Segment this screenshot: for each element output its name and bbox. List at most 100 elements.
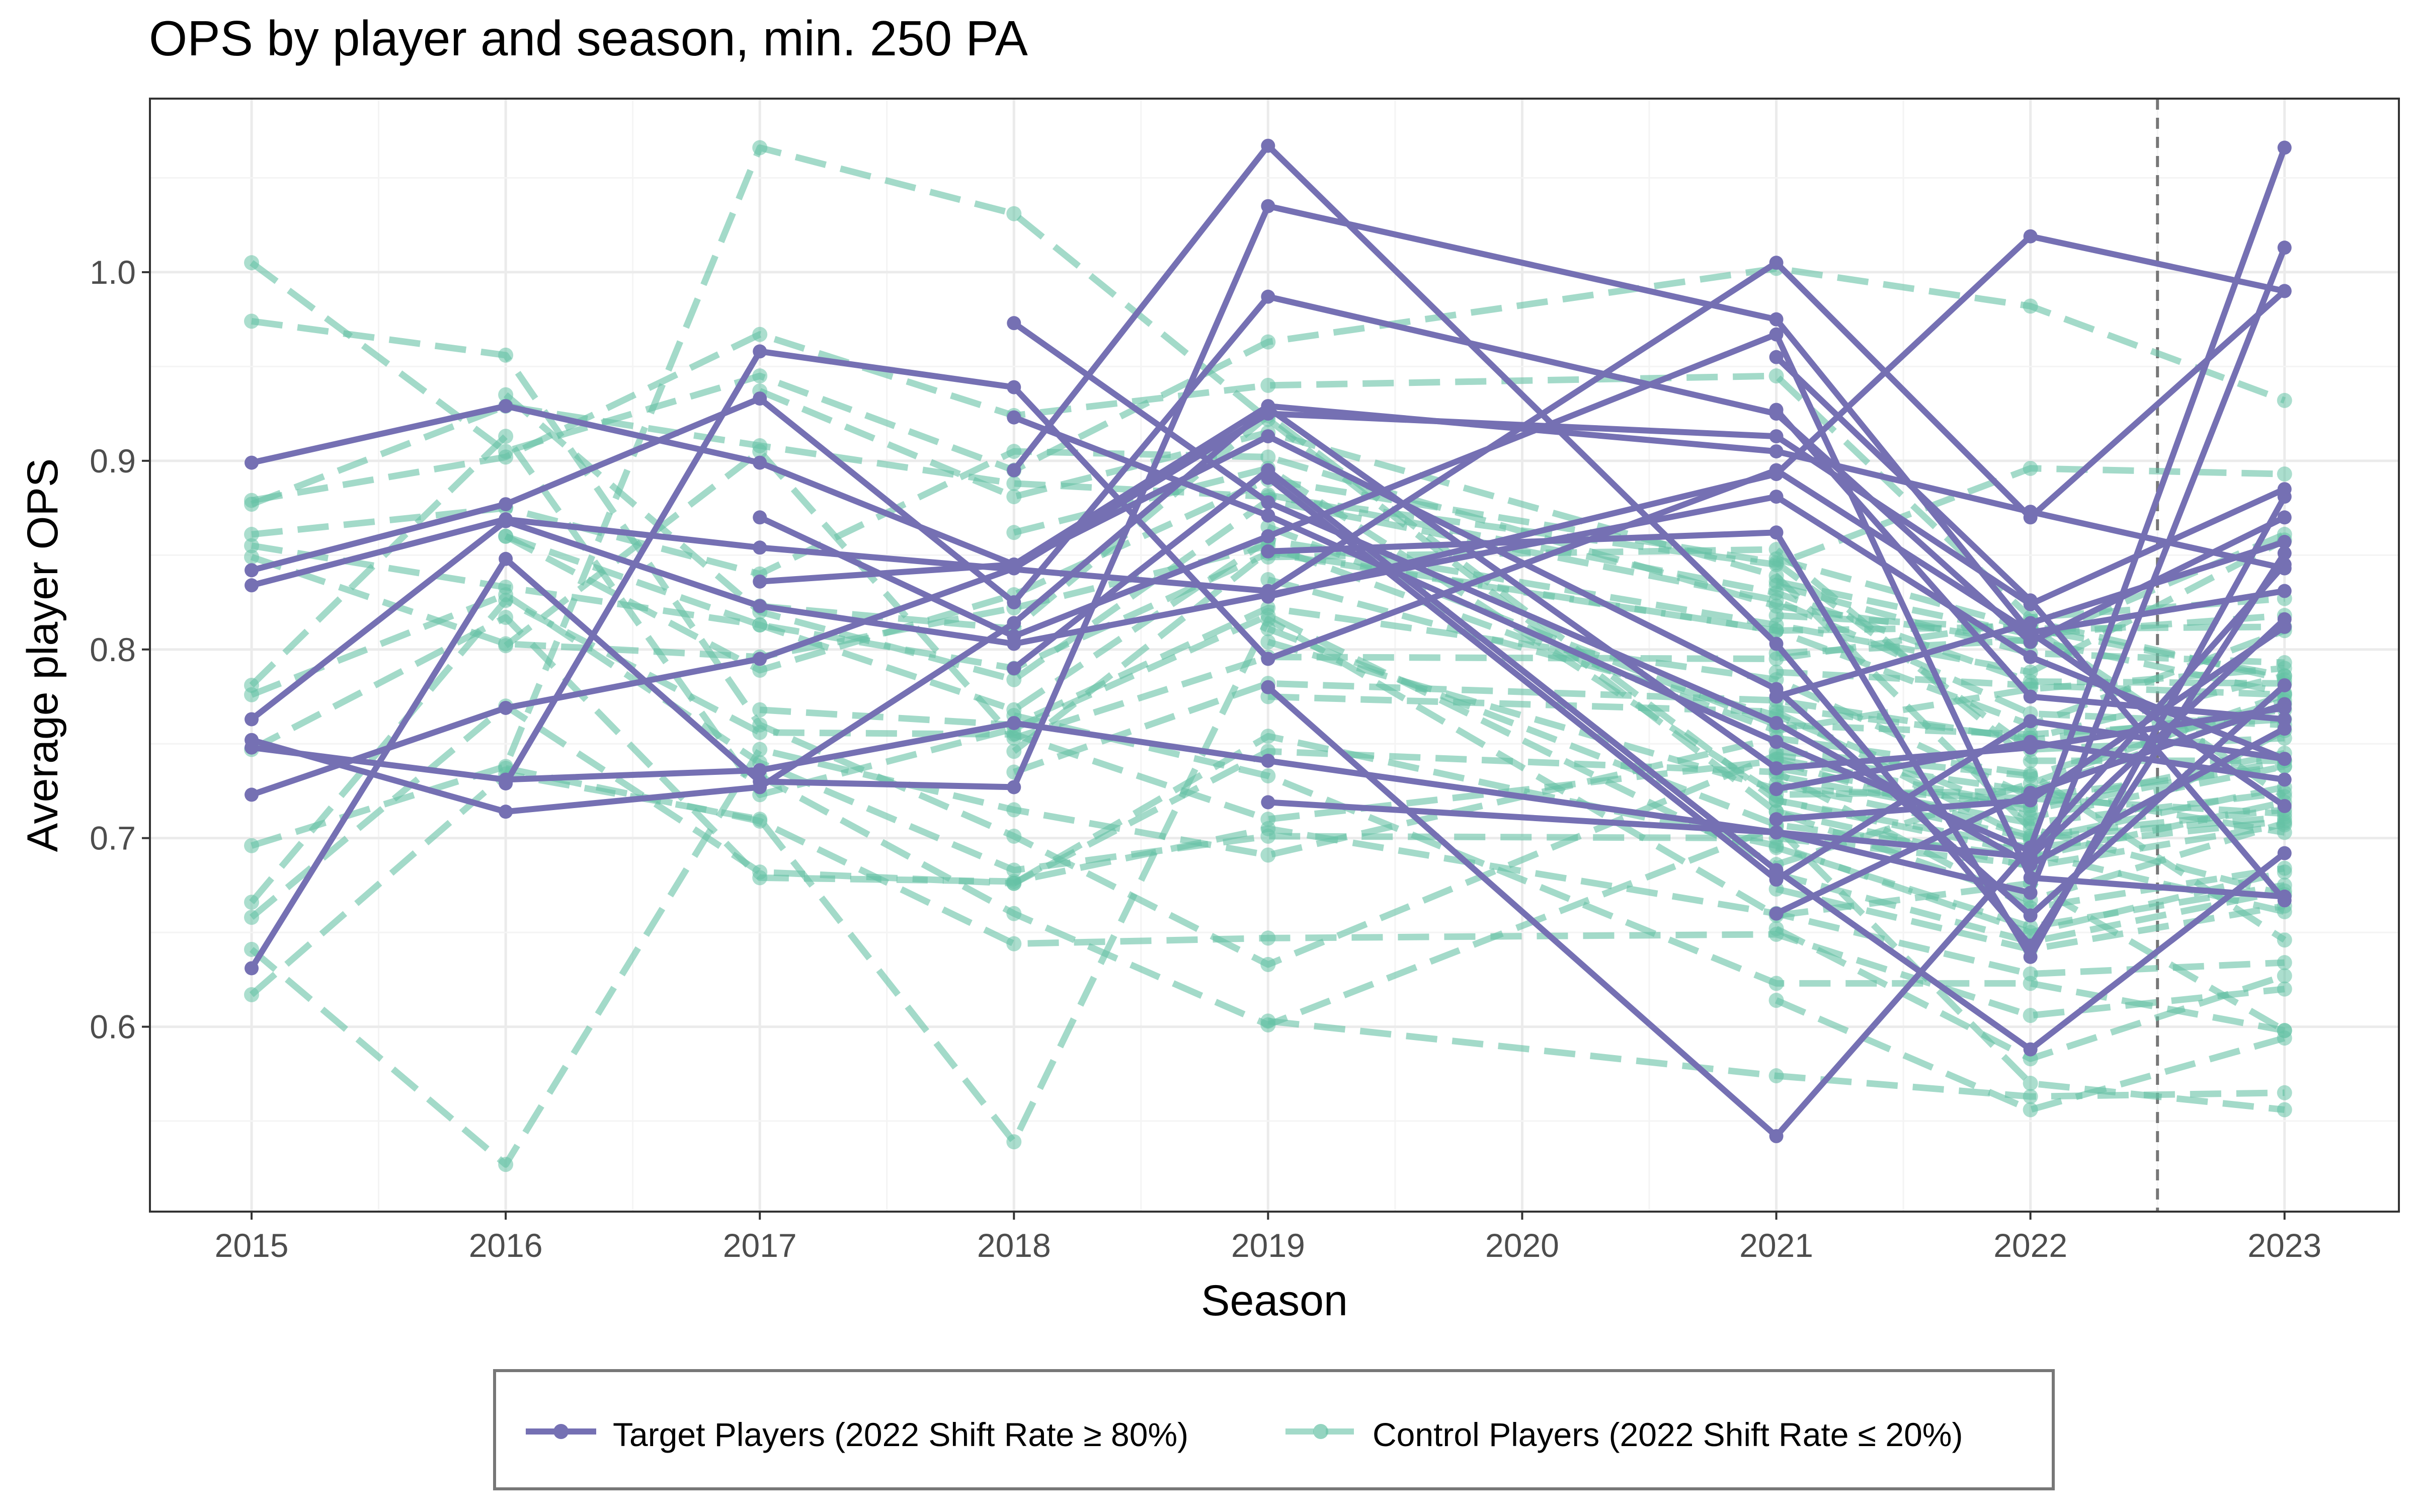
target-player-point — [1007, 616, 1021, 630]
target-player-21 — [1769, 735, 2292, 797]
target-player-point — [2277, 241, 2292, 255]
control-player-point — [1006, 672, 1022, 687]
target-player-point — [753, 780, 767, 794]
control-player-point — [244, 838, 260, 853]
target-player-point — [245, 563, 259, 578]
target-player-point — [1261, 589, 1275, 604]
control-player-point — [498, 528, 514, 544]
control-player-point — [498, 593, 514, 608]
control-player-point — [752, 813, 768, 829]
control-player-point — [244, 941, 260, 957]
target-player-point — [1769, 490, 1784, 504]
target-player-point — [753, 599, 767, 613]
control-player-line — [759, 412, 2286, 915]
control-player-point — [1768, 664, 1784, 680]
target-player-point — [1007, 410, 1021, 425]
legend-key-target-point — [553, 1424, 569, 1439]
control-player-point — [1768, 574, 1784, 589]
control-player-point — [2023, 1008, 2038, 1023]
control-player-point — [1260, 1013, 1276, 1029]
target-player-point — [1769, 350, 1784, 364]
control-player-point — [1006, 906, 1022, 921]
control-player-point — [1768, 840, 1784, 855]
control-player-point — [2277, 785, 2292, 801]
legend-label-control: Control Players (2022 Shift Rate ≤ 20%) — [1373, 1416, 1963, 1453]
target-player-25 — [1769, 350, 2292, 908]
target-player-point — [1261, 544, 1275, 559]
target-player-point — [1769, 525, 1784, 540]
x-tick-label: 2017 — [723, 1227, 797, 1264]
control-player-point — [498, 1157, 514, 1172]
control-player-point — [498, 449, 514, 465]
target-player-point — [2023, 229, 2038, 244]
target-player-point — [499, 514, 513, 528]
control-player-point — [1260, 957, 1276, 972]
control-player-point — [1260, 768, 1276, 783]
target-player-point — [499, 700, 513, 715]
target-player-point — [753, 391, 767, 406]
legend-key-control-point — [1313, 1424, 1328, 1439]
control-player-point — [1768, 608, 1784, 623]
target-player-point — [1769, 761, 1784, 775]
control-player-point — [752, 742, 768, 757]
target-player-point — [245, 712, 259, 727]
control-player-point — [498, 429, 514, 444]
target-player-point — [1261, 401, 1275, 415]
target-player-point — [1261, 470, 1275, 485]
control-player-point — [1260, 634, 1276, 650]
control-player-point — [244, 895, 260, 910]
target-player-line — [1266, 475, 2285, 883]
target-player-point — [1769, 782, 1784, 797]
target-player-line — [251, 403, 2286, 572]
control-player-line — [758, 773, 2285, 1113]
control-player-point — [752, 870, 768, 886]
target-player-point — [1769, 872, 1784, 887]
control-player-51 — [1768, 921, 2292, 1067]
control-player-point — [2277, 932, 2292, 948]
control-player-point — [1006, 525, 1022, 540]
target-player-point — [2023, 735, 2038, 749]
plot-panel-border — [149, 98, 2400, 1213]
target-player-point — [753, 344, 767, 359]
target-player-point — [2277, 284, 2292, 298]
target-player-point — [1769, 256, 1784, 270]
target-player-point — [1007, 715, 1021, 730]
target-player-line — [249, 203, 2285, 970]
control-player-37 — [1260, 1013, 2292, 1104]
target-player-point — [1769, 1129, 1784, 1144]
control-player-point — [498, 610, 514, 625]
target-player-point — [2023, 593, 2038, 608]
control-player-point — [1006, 489, 1022, 505]
control-player-point — [2277, 817, 2292, 833]
control-player-point — [752, 617, 768, 633]
control-player-point — [1006, 936, 1022, 951]
target-player-point — [2023, 908, 2038, 923]
control-player-point — [498, 638, 514, 654]
x-tick-label: 2020 — [1485, 1227, 1559, 1264]
control-player-line — [1268, 693, 2286, 843]
control-player-point — [244, 527, 260, 542]
control-player-point — [244, 687, 260, 702]
control-player-point — [752, 444, 768, 459]
target-player-point — [1007, 780, 1021, 794]
target-player-23 — [1769, 535, 2292, 704]
target-player-point — [753, 510, 767, 525]
control-player-line — [1268, 546, 2285, 764]
target-player-point — [2277, 846, 2292, 860]
control-player-point — [1768, 623, 1784, 639]
chart-title: OPS by player and season, min. 250 PA — [149, 11, 1028, 66]
target-player-point — [2023, 793, 2038, 808]
control-player-point — [1260, 729, 1276, 744]
legend: Target Players (2022 Shift Rate ≥ 80%) C… — [493, 1369, 2055, 1490]
control-player-point — [2023, 1076, 2038, 1091]
target-player-point — [1769, 735, 1784, 749]
y-axis-ticks: 0.6 0.7 0.8 0.9 1.0 — [90, 254, 150, 1046]
target-player-26 — [1769, 619, 2292, 827]
target-player-point — [1769, 812, 1784, 827]
target-player-point — [1769, 467, 1784, 482]
control-player-point — [2023, 1102, 2038, 1118]
series-target-players — [245, 138, 2292, 1144]
control-player-line — [249, 597, 2285, 905]
target-player-20 — [1261, 470, 2292, 887]
y-tick-label: 0.9 — [90, 442, 136, 480]
